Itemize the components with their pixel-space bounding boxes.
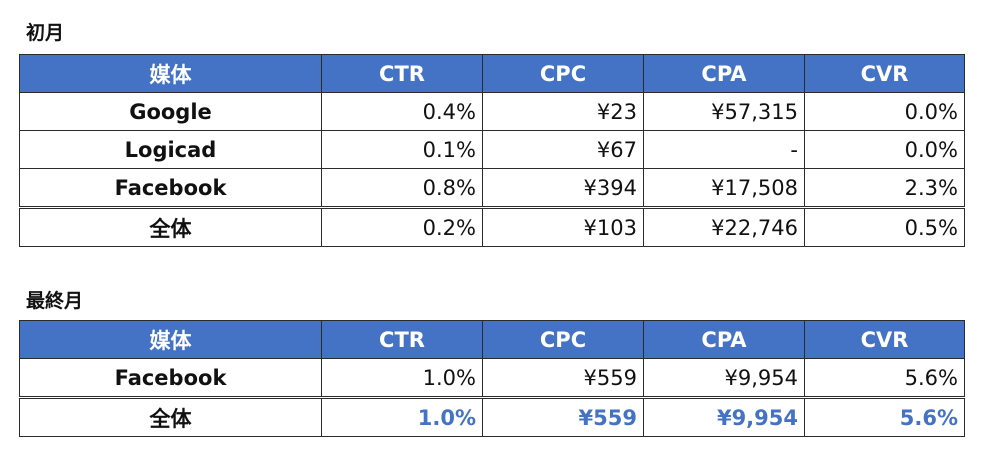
first-month-title: 初月: [26, 22, 65, 44]
total-ctr-cell: 1.0%: [321, 396, 483, 437]
cpa-cell: ¥57,315: [643, 92, 805, 131]
ctr-cell: 0.4%: [321, 92, 483, 131]
header-cvr: CVR: [804, 54, 965, 93]
table-row: Google 0.4% ¥23 ¥57,315 0.0%: [19, 92, 965, 131]
total-cpa-cell: ¥9,954: [643, 396, 805, 437]
header-ctr: CTR: [321, 320, 483, 359]
table-row: Facebook 1.0% ¥559 ¥9,954 5.6%: [19, 358, 965, 398]
table-header-row: 媒体 CTR CPC CPA CVR: [19, 54, 965, 93]
cpa-cell: -: [643, 130, 805, 169]
last-month-table: 媒体 CTR CPC CPA CVR Facebook 1.0% ¥559 ¥9…: [19, 320, 965, 437]
header-media: 媒体: [19, 320, 322, 359]
cpc-cell: ¥394: [482, 168, 644, 208]
cvr-cell: 2.3%: [804, 168, 965, 208]
cpc-cell: ¥23: [482, 92, 644, 131]
table-row: Logicad 0.1% ¥67 - 0.0%: [19, 130, 965, 169]
header-ctr: CTR: [321, 54, 483, 93]
ctr-cell: 1.0%: [321, 358, 483, 398]
cpc-cell: ¥559: [482, 358, 644, 398]
cvr-cell: 5.6%: [804, 358, 965, 398]
total-ctr-cell: 0.2%: [321, 206, 483, 247]
last-month-title: 最終月: [26, 290, 84, 312]
header-cpc: CPC: [482, 54, 644, 93]
table-row: Facebook 0.8% ¥394 ¥17,508 2.3%: [19, 168, 965, 208]
total-cpc-cell: ¥559: [482, 396, 644, 437]
total-cpa-cell: ¥22,746: [643, 206, 805, 247]
table-header-row: 媒体 CTR CPC CPA CVR: [19, 320, 965, 359]
header-cpa: CPA: [643, 320, 805, 359]
ctr-cell: 0.8%: [321, 168, 483, 208]
total-row: 全体 1.0% ¥559 ¥9,954 5.6%: [19, 396, 965, 437]
header-cpc: CPC: [482, 320, 644, 359]
cvr-cell: 0.0%: [804, 92, 965, 131]
total-cvr-cell: 0.5%: [804, 206, 965, 247]
total-cpc-cell: ¥103: [482, 206, 644, 247]
total-media-cell: 全体: [19, 206, 322, 247]
media-cell: Logicad: [19, 130, 322, 169]
cvr-cell: 0.0%: [804, 130, 965, 169]
cpa-cell: ¥9,954: [643, 358, 805, 398]
first-month-table: 媒体 CTR CPC CPA CVR Google 0.4% ¥23 ¥57,3…: [19, 54, 965, 247]
header-cvr: CVR: [804, 320, 965, 359]
cpa-cell: ¥17,508: [643, 168, 805, 208]
media-cell: Facebook: [19, 358, 322, 398]
header-cpa: CPA: [643, 54, 805, 93]
media-cell: Facebook: [19, 168, 322, 208]
media-cell: Google: [19, 92, 322, 131]
ctr-cell: 0.1%: [321, 130, 483, 169]
cpc-cell: ¥67: [482, 130, 644, 169]
total-cvr-cell: 5.6%: [804, 396, 965, 437]
total-media-cell: 全体: [19, 396, 322, 437]
header-media: 媒体: [19, 54, 322, 93]
total-row: 全体 0.2% ¥103 ¥22,746 0.5%: [19, 206, 965, 247]
